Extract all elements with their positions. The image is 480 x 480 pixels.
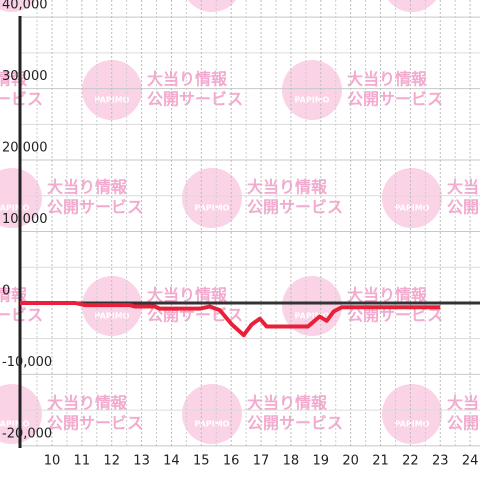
watermark-line1: 大当り情報: [47, 178, 128, 197]
x-tick-label: 17: [253, 454, 270, 469]
watermark-logo: PAPIMO: [195, 204, 230, 213]
x-tick-label: 23: [432, 454, 449, 469]
watermark-logo: PAPIMO: [0, 420, 30, 429]
watermark-logo: PAPIMO: [195, 420, 230, 429]
watermark-logo: PAPIMO: [295, 312, 330, 321]
watermark-line2: 公開サービス: [47, 0, 143, 1]
x-tick-label: 19: [313, 454, 330, 469]
watermark-line2: 公開サービス: [147, 90, 243, 109]
watermark-circle: [382, 384, 442, 444]
watermark-line2: 公開サービス: [247, 198, 343, 217]
y-tick-label: 10,000: [2, 212, 48, 227]
y-tick-label: 0: [2, 283, 10, 298]
watermark-circle: [282, 60, 342, 120]
x-tick-label: 13: [133, 454, 150, 469]
labels: -20,000 -10,000 0 10,000 20,000 30,000 40,000 1…: [2, 0, 478, 469]
watermark-logo: PAPIMO: [295, 96, 330, 105]
x-tick-label: 20: [342, 454, 359, 469]
watermark-line1: 大当り情報: [247, 394, 328, 413]
x-tick-label: 10: [44, 454, 61, 469]
series-line: [20, 300, 441, 338]
watermark-logo: PAPIMO: [0, 204, 30, 213]
watermark-line1: 大当り情報: [47, 394, 128, 413]
y-tick-label: 40,000: [2, 0, 48, 13]
x-tick-label: 12: [103, 454, 120, 469]
watermark-line2: 公開サービス: [247, 414, 343, 433]
y-tick-label: 30,000: [2, 69, 48, 84]
watermark-line2: 公開サービス: [0, 90, 43, 109]
watermark-circle: [188, 0, 236, 12]
watermark-line1: 大当り情報: [347, 286, 428, 305]
plot: [18, 16, 480, 448]
watermark-line2: 公開サービス: [447, 414, 480, 433]
watermark-line2: 公開サービス: [447, 0, 480, 1]
x-tick-label: 22: [402, 454, 419, 469]
watermark-line2: 公開サービス: [247, 0, 343, 1]
watermark-line2: 公開サービス: [0, 306, 43, 325]
watermark-logo: PAPIMO: [395, 420, 430, 429]
watermark-line2: 公開サービス: [447, 198, 480, 217]
watermark-circle: [182, 384, 242, 444]
y-tick-label: -20,000: [2, 426, 52, 441]
watermark-line2: 公開サービス: [47, 198, 143, 217]
y-tick-label: 20,000: [2, 141, 48, 156]
x-tick-label: 21: [372, 454, 389, 469]
x-tick-label: 11: [74, 454, 91, 469]
watermark-line1: 大当り情報: [247, 178, 328, 197]
watermark-circle: [182, 168, 242, 228]
x-tick-label: 24: [462, 454, 479, 469]
watermark-line1: 大当り情報: [347, 70, 428, 89]
watermark-circle: [0, 0, 36, 12]
watermark-line2: 公開サービス: [47, 414, 143, 433]
watermark-line1: 大当り情報: [447, 178, 480, 197]
watermark-line2: 公開サービス: [347, 306, 443, 325]
watermarks: PAPIMO大当り情報公開サービスPAPIMO大当り情報公開サービスPAPIMO…: [0, 0, 480, 444]
y-tick-label: -10,000: [2, 355, 52, 370]
watermark-circle: [382, 168, 442, 228]
watermark-circle: [388, 0, 436, 12]
x-tick-label: 15: [193, 454, 210, 469]
watermark-line1: 大当り情報: [147, 70, 228, 89]
x-tick-label: 16: [223, 454, 240, 469]
x-tick-label: 18: [283, 454, 300, 469]
watermark-line2: 公開サービス: [347, 90, 443, 109]
watermark-line1: 大当り情報: [147, 286, 228, 305]
x-tick-label: 14: [163, 454, 180, 469]
watermark-line1: 大当り情報: [447, 394, 480, 413]
watermark-logo: PAPIMO: [395, 204, 430, 213]
